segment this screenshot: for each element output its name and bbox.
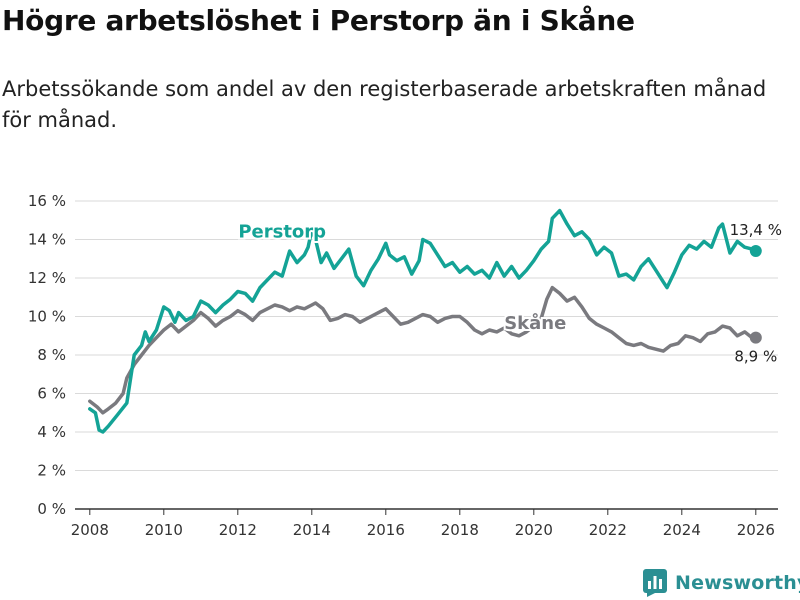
chart-subtitle: Arbetssökande som andel av den registerb… bbox=[2, 77, 767, 132]
x-tick-label: 2026 bbox=[737, 521, 775, 539]
x-tick-label: 2016 bbox=[367, 521, 405, 539]
y-tick-label: 8 % bbox=[37, 346, 66, 364]
y-tick-label: 6 % bbox=[37, 385, 66, 403]
series-lines bbox=[88, 208, 762, 434]
x-axis-tick-labels: 2008 2010 2012 2014 2016 2018 2020 2022 2024 2026 bbox=[71, 509, 775, 539]
y-tick-label: 14 % bbox=[28, 231, 66, 249]
y-tick-label: 0 % bbox=[37, 500, 66, 518]
end-value-label-perstorp: 13,4 % bbox=[730, 221, 782, 239]
x-tick-label: 2024 bbox=[663, 521, 701, 539]
x-tick-label: 2010 bbox=[145, 521, 183, 539]
series-line-skane bbox=[88, 285, 758, 415]
y-tick-label: 16 % bbox=[28, 192, 66, 210]
bar-chart-icon bbox=[643, 569, 667, 597]
x-tick-label: 2014 bbox=[293, 521, 331, 539]
series-name-label-skane: Skåne bbox=[504, 312, 566, 334]
series-name-label-perstorp: Perstorp bbox=[238, 222, 326, 243]
series-line-perstorp bbox=[88, 208, 758, 434]
x-tick-label: 2022 bbox=[589, 521, 627, 539]
chart-title: Högre arbetslöshet i Perstorp än i Skåne bbox=[2, 4, 635, 37]
x-tick-label: 2020 bbox=[515, 521, 553, 539]
x-tick-label: 2012 bbox=[219, 521, 257, 539]
y-tick-label: 12 % bbox=[28, 269, 66, 287]
newsworthy-logo: Newsworthy bbox=[643, 567, 800, 599]
end-point-perstorp bbox=[749, 245, 762, 258]
series-labels: Perstorp Skåne 13,4 % 8,9 % bbox=[236, 220, 782, 366]
y-axis-tick-labels: 0 % 2 % 4 % 6 % 8 % 10 % 12 % 14 % 16 % bbox=[28, 192, 66, 518]
end-point-skane bbox=[749, 331, 762, 344]
brand-name: Newsworthy bbox=[675, 572, 800, 594]
y-tick-label: 4 % bbox=[37, 423, 66, 441]
y-tick-label: 10 % bbox=[28, 308, 66, 326]
end-value-label-skane: 8,9 % bbox=[734, 348, 777, 366]
y-tick-label: 2 % bbox=[37, 462, 66, 480]
x-tick-label: 2018 bbox=[441, 521, 479, 539]
x-tick-label: 2008 bbox=[71, 521, 109, 539]
